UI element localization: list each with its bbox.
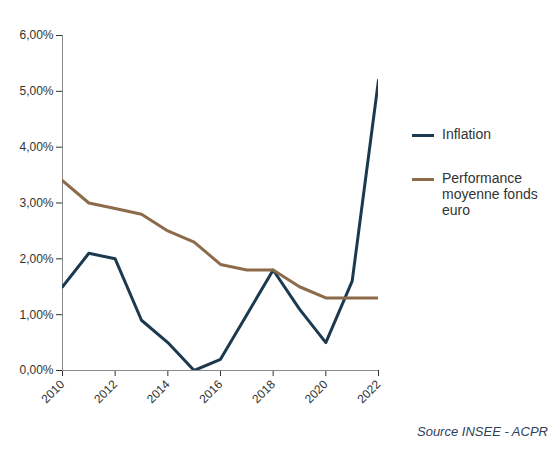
html-text:Source INSEE - ACPR: Source INSEE - ACPR: [417, 424, 548, 439]
html-text:Performance moyenne fonds euro: Performance moyenne fonds euro: [442, 170, 538, 218]
svg-text:2016: 2016: [197, 377, 226, 406]
svg-text:2020: 2020: [302, 377, 331, 406]
svg-text:2022: 2022: [355, 377, 384, 406]
svg-text:2018: 2018: [249, 377, 278, 406]
svg-text:6,00%: 6,00%: [19, 28, 53, 42]
svg-text:4,00%: 4,00%: [19, 140, 53, 154]
svg-text:2012: 2012: [91, 377, 120, 406]
html-text:Inflation: Inflation: [442, 126, 491, 142]
svg-text:0,00%: 0,00%: [19, 363, 53, 377]
svg-text:3,00%: 3,00%: [19, 196, 53, 210]
svg-text:2014: 2014: [144, 377, 173, 406]
svg-text:1,00%: 1,00%: [19, 308, 53, 322]
svg-text:2,00%: 2,00%: [19, 252, 53, 266]
svg-text:5,00%: 5,00%: [19, 84, 53, 98]
svg-text:2010: 2010: [39, 377, 68, 406]
